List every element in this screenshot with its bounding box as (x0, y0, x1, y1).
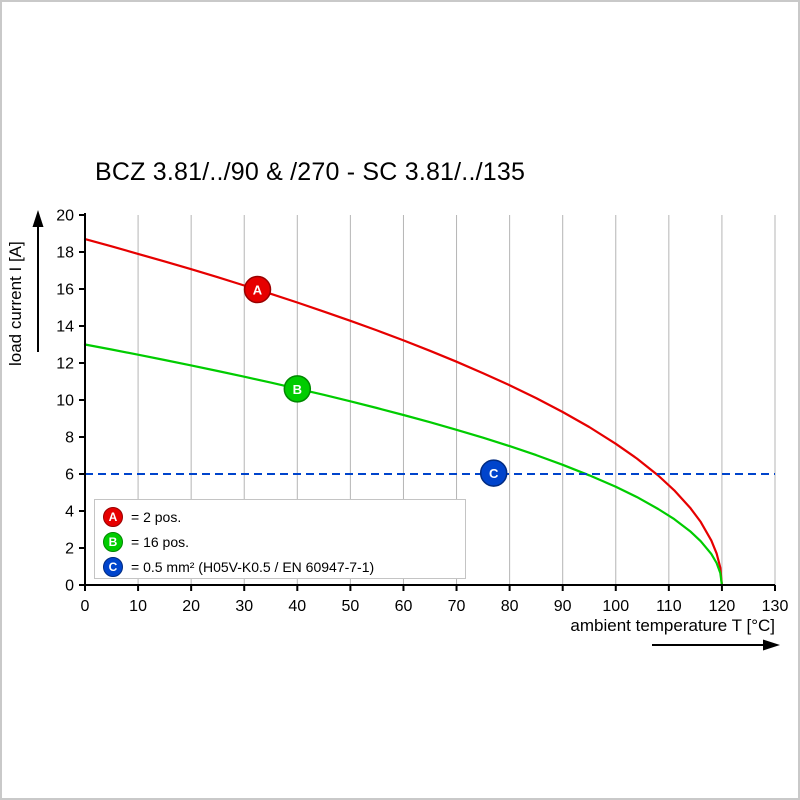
legend-marker-a-icon: A (103, 506, 123, 527)
legend-item-a: A = 2 pos. (103, 504, 465, 529)
legend-label-a: = 2 pos. (131, 508, 182, 525)
x-tick-label: 100 (602, 598, 629, 615)
y-tick-label: 0 (65, 578, 74, 595)
x-tick-label: 40 (288, 598, 306, 615)
y-tick-label: 8 (65, 430, 74, 447)
x-tick-label: 60 (395, 598, 413, 615)
series-curve-B (83, 343, 724, 587)
y-tick-label: 16 (56, 282, 74, 299)
x-axis-arrowhead-icon (763, 639, 780, 651)
y-tick-label: 2 (65, 541, 74, 558)
legend-marker-b-icon: B (103, 531, 123, 552)
y-axis-label: load current I [A] (6, 241, 25, 366)
x-tick-label: 130 (762, 598, 789, 615)
x-tick-label: 30 (235, 598, 253, 615)
x-tick-label: 20 (182, 598, 200, 615)
marker-B-circle-icon (283, 375, 312, 403)
y-tick-label: 14 (56, 319, 74, 336)
x-tick-label: 90 (554, 598, 572, 615)
series-curve-A (83, 238, 724, 587)
marker-C: C (479, 459, 508, 487)
legend-item-b: B = 16 pos. (103, 529, 465, 554)
marker-C-letter: C (489, 466, 499, 481)
y-tick-label: 6 (65, 467, 74, 484)
legend-marker-b-letter: B (108, 534, 118, 549)
chart-legend: A = 2 pos. B = 16 pos. C = 0.5 mm² (H05V… (94, 499, 466, 579)
chart-title: BCZ 3.81/../90 & /270 - SC 3.81/../135 (95, 158, 526, 186)
legend-marker-c-icon: C (103, 556, 123, 577)
x-tick-label: 70 (448, 598, 466, 615)
x-tick-label: 110 (656, 598, 682, 615)
x-tick-label: 10 (129, 598, 147, 615)
y-axis-arrowhead-icon (32, 210, 44, 227)
marker-A-letter: A (253, 283, 263, 298)
legend-item-c: C = 0.5 mm² (H05V-K0.5 / EN 60947-7-1) (103, 554, 465, 579)
y-tick-label: 4 (65, 504, 74, 521)
x-tick-label: 80 (501, 598, 519, 615)
x-tick-label: 0 (81, 598, 90, 615)
marker-A: A (243, 275, 272, 304)
legend-label-b: = 16 pos. (131, 533, 189, 550)
marker-C-circle-icon (479, 459, 508, 487)
y-tick-label: 12 (56, 356, 74, 373)
marker-B-letter: B (293, 382, 302, 397)
legend-label-c: = 0.5 mm² (H05V-K0.5 / EN 60947-7-1) (131, 558, 375, 575)
marker-A-circle-icon (243, 275, 272, 304)
legend-marker-c-letter: C (108, 559, 118, 574)
legend-marker-a-letter: A (108, 509, 118, 524)
x-tick-label: 120 (709, 598, 736, 615)
y-tick-label: 10 (56, 393, 74, 410)
marker-B: B (283, 375, 312, 403)
y-tick-label: 18 (56, 245, 74, 262)
y-tick-label: 20 (56, 208, 74, 225)
x-axis-label: ambient temperature T [°C] (570, 616, 775, 635)
x-tick-label: 50 (341, 598, 359, 615)
